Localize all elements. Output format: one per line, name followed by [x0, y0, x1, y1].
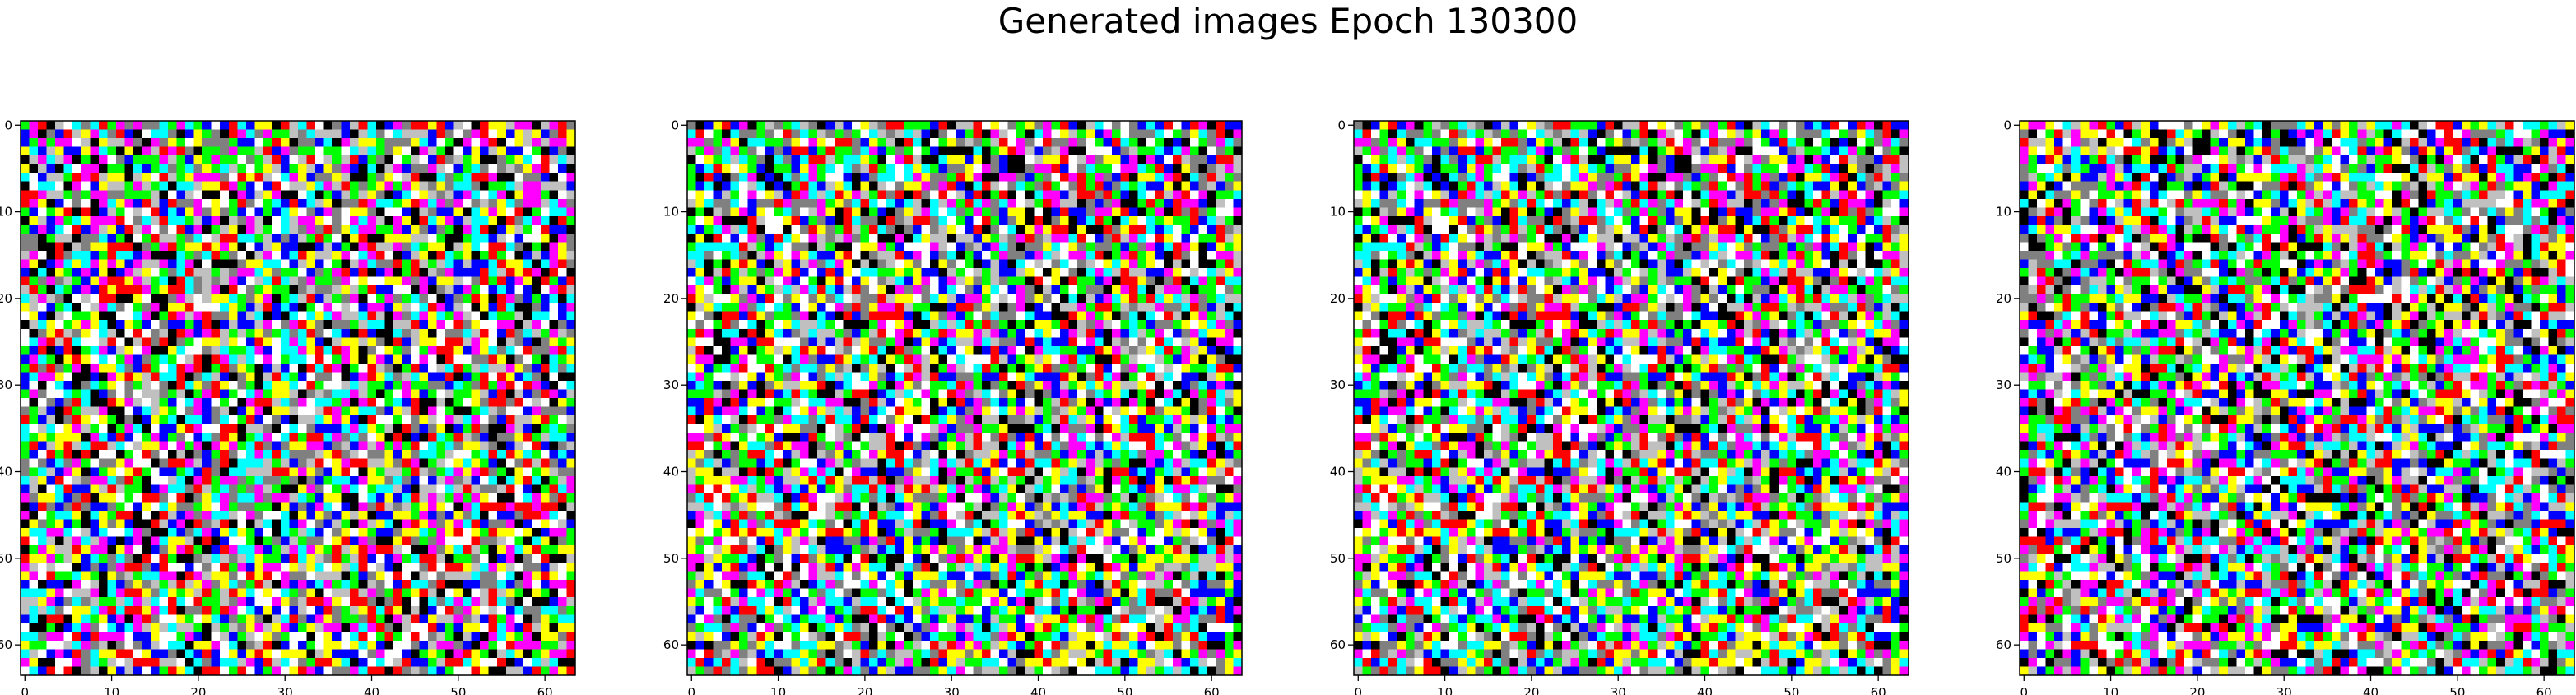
- y-tick-label: 60: [1996, 637, 2011, 652]
- x-tick-label: 10: [104, 685, 119, 695]
- x-tick-label: 20: [1523, 685, 1539, 695]
- x-tick-label: 40: [364, 685, 379, 695]
- figure-title: Generated images Epoch 130300: [997, 1, 1579, 41]
- y-tick-label: 30: [0, 378, 12, 392]
- y-tick-label: 60: [1330, 637, 1346, 652]
- image-panel-3: 0 10 20 30 40 50 60 0 10 20 30 40 50 60: [1330, 118, 1909, 695]
- y-tick-label: 50: [0, 551, 12, 566]
- image-panel-2: 0 10 20 30 40 50 60 0 10 20 30 40 50 60: [663, 118, 1243, 695]
- y-tick-label: 0: [4, 118, 12, 132]
- x-tick-label: 50: [450, 685, 466, 695]
- x-tick-label: 60: [537, 685, 553, 695]
- y-tick-label: 50: [663, 551, 679, 566]
- x-tick-label: 40: [1697, 685, 1713, 695]
- x-tick-label: 60: [2536, 685, 2552, 695]
- y-tick-label: 40: [0, 465, 12, 480]
- x-tick-label: 0: [2020, 685, 2028, 695]
- y-tick-label: 10: [1330, 205, 1346, 220]
- x-tick-label: 20: [190, 685, 206, 695]
- x-tick-label: 10: [1437, 685, 1453, 695]
- y-tick-label: 30: [663, 378, 679, 392]
- y-tick-label: 30: [1996, 378, 2011, 392]
- x-tick-label: 0: [21, 685, 29, 695]
- x-tick-label: 30: [1611, 685, 1626, 695]
- y-tick-label: 20: [1330, 291, 1346, 306]
- x-tick-label: 0: [687, 685, 695, 695]
- x-tick-label: 40: [2363, 685, 2378, 695]
- y-tick-label: 40: [1330, 465, 1346, 480]
- y-tick-label: 50: [1330, 551, 1346, 566]
- x-tick-label: 50: [1117, 685, 1132, 695]
- x-tick-label: 10: [770, 685, 786, 695]
- axes-frame: [1353, 120, 1909, 676]
- y-tick-label: 60: [0, 637, 12, 652]
- x-tick-label: 50: [1783, 685, 1799, 695]
- y-tick-label: 10: [663, 205, 679, 220]
- y-tick-label: 0: [671, 118, 679, 132]
- y-tick-label: 30: [1330, 378, 1346, 392]
- axes-frame: [686, 120, 1243, 676]
- y-tick-label: 0: [2003, 118, 2011, 132]
- generated-image: [687, 121, 1243, 676]
- x-tick-label: 30: [944, 685, 960, 695]
- x-tick-label: 10: [2103, 685, 2118, 695]
- y-tick-label: 20: [0, 291, 12, 306]
- x-tick-label: 20: [2189, 685, 2205, 695]
- y-tick-label: 0: [1337, 118, 1346, 132]
- generated-image: [2020, 121, 2575, 676]
- x-tick-label: 30: [2276, 685, 2292, 695]
- x-tick-label: 60: [1871, 685, 1886, 695]
- y-tick-label: 20: [1996, 291, 2011, 306]
- y-tick-label: 20: [663, 291, 679, 306]
- y-tick-label: 50: [1996, 551, 2011, 566]
- y-tick-label: 40: [1996, 465, 2011, 480]
- y-tick-label: 10: [0, 205, 12, 220]
- x-tick-label: 30: [277, 685, 293, 695]
- generated-image: [1354, 121, 1909, 676]
- x-tick-label: 60: [1204, 685, 1220, 695]
- axes-frame: [2019, 120, 2575, 676]
- x-tick-label: 50: [2449, 685, 2465, 695]
- image-panel-1: 0 10 20 30 40 50 60 0 10 20 30 40 50 60: [0, 118, 576, 695]
- image-panel-4: 0 10 20 30 40 50 60 0 10 20 30 40 50 60: [1996, 118, 2575, 695]
- x-tick-label: 0: [1354, 685, 1362, 695]
- axes-frame: [20, 120, 576, 676]
- x-tick-label: 40: [1030, 685, 1046, 695]
- y-tick-label: 10: [1996, 205, 2011, 220]
- y-tick-label: 40: [663, 465, 679, 480]
- generated-image: [21, 121, 576, 676]
- y-tick-label: 60: [663, 637, 679, 652]
- x-tick-label: 20: [857, 685, 872, 695]
